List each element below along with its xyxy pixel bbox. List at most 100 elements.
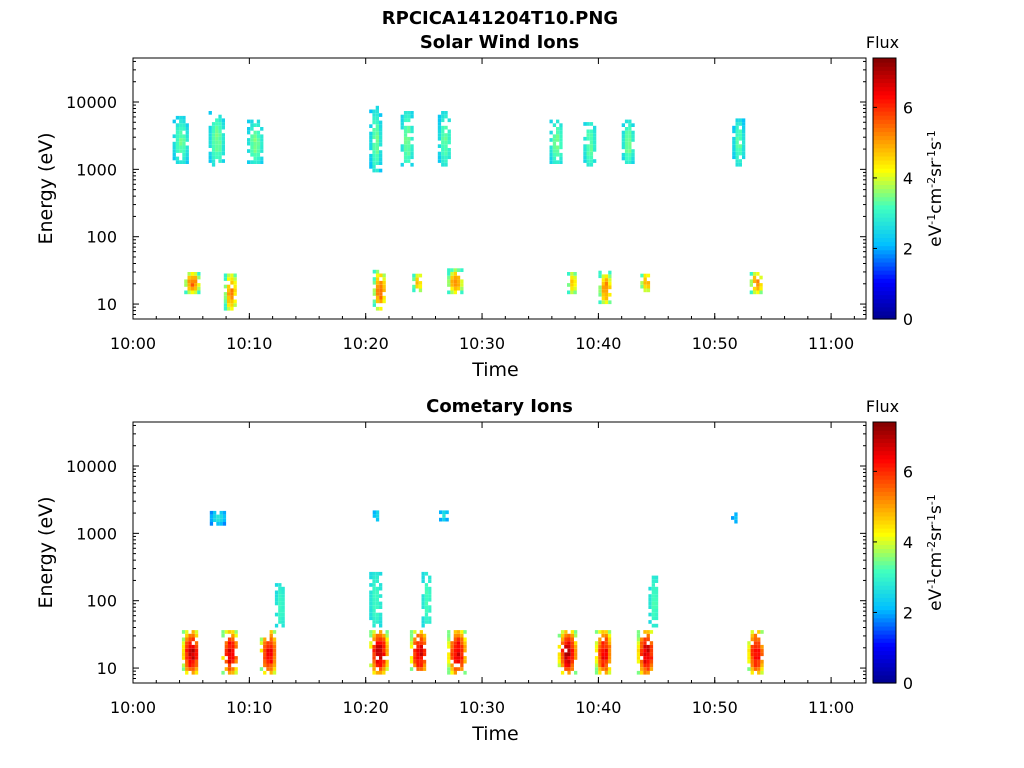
heatmap-cell: [375, 153, 379, 158]
heatmap-cell: [604, 633, 608, 638]
heatmap-cell: [586, 122, 590, 126]
heatmap-cell: [222, 518, 227, 522]
colorbar-segment: [873, 78, 896, 84]
colorbar-segment: [873, 479, 896, 484]
heatmap-cell: [231, 630, 235, 634]
heatmap-cell: [419, 648, 423, 653]
heatmap-cell: [247, 160, 251, 164]
heatmap-cell: [416, 644, 420, 649]
heatmap-cell: [385, 652, 389, 657]
heatmap-cell: [385, 659, 389, 664]
colorbar-segment: [873, 646, 896, 651]
heatmap-cell: [453, 633, 457, 638]
heatmap-cell: [403, 136, 408, 141]
heatmap-cell: [607, 630, 612, 634]
heatmap-cell: [422, 667, 427, 671]
heatmap-cell: [250, 127, 254, 131]
heatmap-cell: [752, 286, 757, 291]
heatmap-cell: [231, 644, 235, 649]
heatmap-cell: [191, 663, 195, 668]
heatmap-cell: [188, 644, 192, 649]
heatmap-cell: [453, 652, 457, 657]
heatmap-cell: [269, 641, 273, 645]
heatmap-cell: [556, 149, 560, 153]
heatmap-cell: [274, 597, 279, 602]
heatmap-cell: [369, 633, 373, 638]
heatmap-cell: [453, 279, 457, 284]
heatmap-cell: [403, 125, 408, 130]
heatmap-cell: [278, 594, 282, 598]
heatmap-cell: [628, 152, 632, 157]
heatmap-cell: [624, 160, 629, 164]
colorbar-segment: [873, 188, 896, 194]
heatmap-cell: [197, 275, 201, 280]
heatmap-cell: [556, 127, 560, 131]
heatmap-cell: [654, 616, 659, 621]
heatmap-cell: [194, 667, 199, 671]
heatmap-cell: [567, 641, 571, 645]
heatmap-cell: [369, 161, 373, 165]
heatmap-cell: [556, 152, 560, 157]
heatmap-cell: [735, 159, 739, 163]
heatmap-cell: [185, 659, 189, 664]
heatmap-cell: [185, 644, 189, 649]
heatmap-cell: [382, 648, 386, 653]
heatmap-cell: [549, 156, 553, 161]
heatmap-cell: [742, 118, 746, 123]
heatmap-cell: [372, 113, 376, 117]
colorbar-segment: [873, 430, 896, 435]
heatmap-cell: [416, 663, 420, 668]
colorbar-segment: [873, 196, 896, 202]
heatmap-cell: [422, 633, 427, 638]
heatmap-cell: [211, 133, 216, 137]
heatmap-cell: [607, 652, 612, 657]
heatmap-cell: [441, 159, 445, 163]
heatmap-cell: [444, 140, 448, 145]
heatmap-cell: [256, 141, 261, 146]
heatmap-cell: [375, 670, 379, 675]
heatmap-cell: [573, 275, 577, 280]
colorbar-segment: [873, 106, 896, 112]
heatmap-cell: [624, 127, 629, 131]
heatmap-cell: [379, 670, 383, 675]
heatmap-cell: [263, 659, 267, 664]
heatmap-cell: [253, 149, 257, 153]
heatmap-cell: [564, 663, 568, 668]
heatmap-cell: [564, 656, 568, 660]
heatmap-cell: [651, 597, 655, 602]
colorbar-segment: [873, 139, 896, 145]
heatmap-cell: [567, 290, 571, 295]
heatmap-cell: [379, 150, 383, 154]
heatmap-cell: [598, 641, 602, 645]
heatmap-cell: [604, 663, 608, 668]
heatmap-cell: [379, 161, 383, 165]
heatmap-cell: [219, 510, 223, 515]
heatmap-cell: [224, 659, 228, 664]
heatmap-cell: [409, 656, 414, 660]
heatmap-cell: [379, 142, 383, 147]
heatmap-cell: [379, 128, 383, 132]
heatmap-cell: [463, 659, 467, 664]
heatmap-cell: [379, 306, 383, 311]
heatmap-cell: [221, 122, 225, 126]
heatmap-cell: [379, 612, 383, 617]
heatmap-cell: [460, 283, 464, 287]
heatmap-cell: [735, 118, 739, 123]
heatmap-cell: [209, 510, 214, 515]
colorbar-segment: [873, 204, 896, 210]
heatmap-cell: [463, 670, 467, 675]
colorbar-segment: [873, 609, 896, 615]
heatmap-cell: [453, 648, 457, 653]
heatmap-cell: [403, 118, 408, 123]
heatmap-cell: [441, 155, 445, 160]
heatmap-cell: [221, 133, 225, 137]
heatmap-cell: [413, 656, 417, 660]
colorbar-segment: [873, 172, 896, 177]
heatmap-cell: [218, 129, 222, 134]
heatmap-cell: [419, 659, 423, 664]
heatmap-cell: [556, 134, 560, 139]
heatmap-cell: [750, 659, 754, 664]
heatmap-cell: [182, 152, 186, 157]
heatmap-cell: [278, 601, 282, 606]
heatmap-cell: [583, 148, 587, 152]
